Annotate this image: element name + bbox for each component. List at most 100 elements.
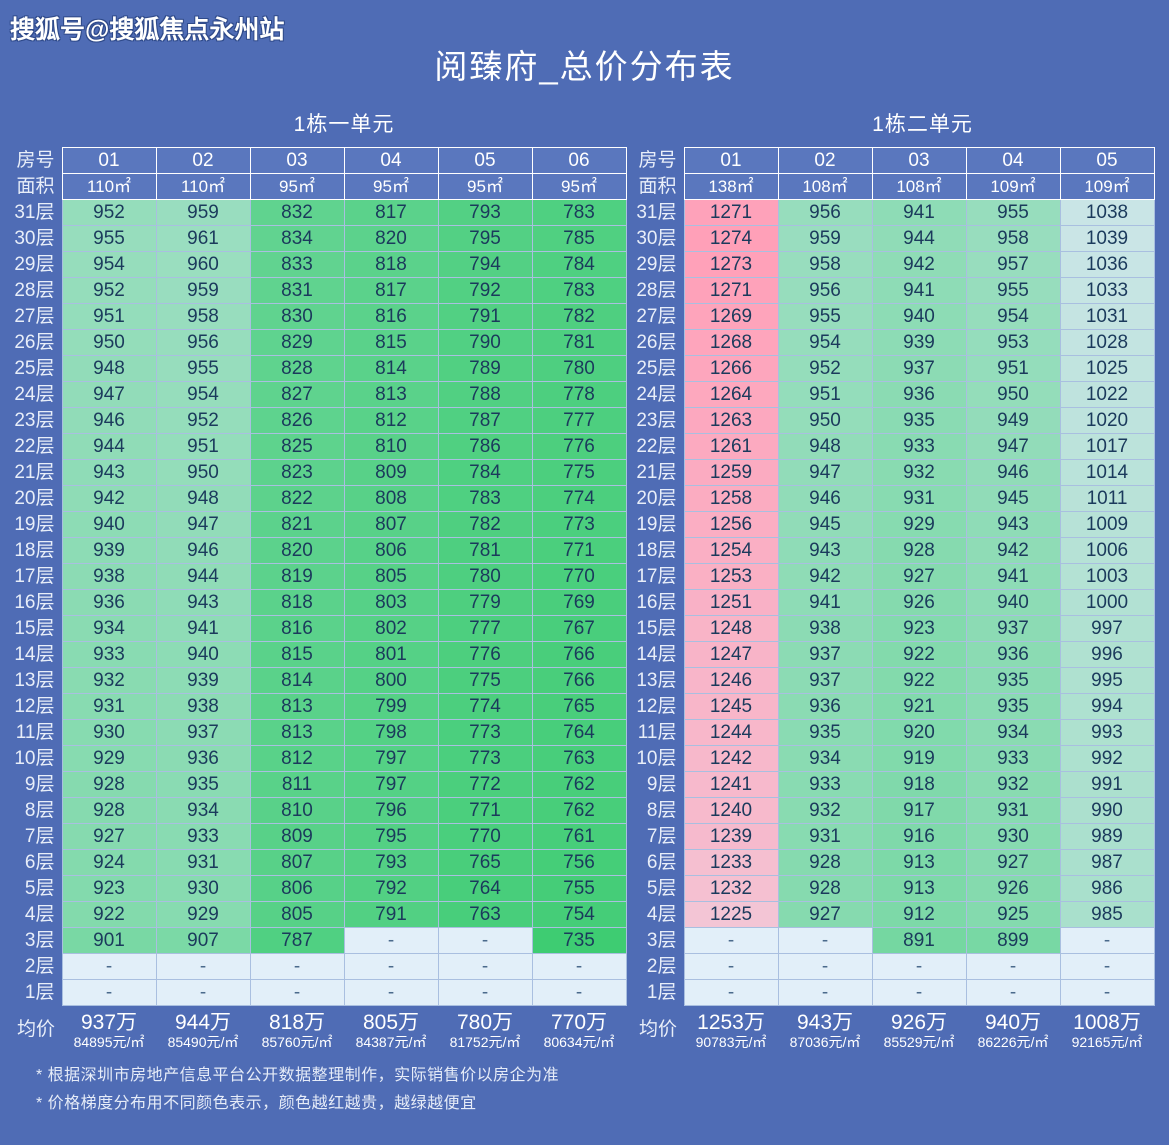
price-cell[interactable]: 921 — [871, 693, 967, 720]
price-cell[interactable]: 1261 — [683, 433, 779, 460]
price-cell[interactable]: 1244 — [683, 719, 779, 746]
price-cell[interactable]: 1006 — [1059, 537, 1155, 564]
price-cell[interactable]: 958 — [155, 303, 251, 330]
price-cell[interactable]: 805 — [343, 563, 439, 590]
price-cell[interactable]: 912 — [871, 901, 967, 928]
price-cell[interactable]: 938 — [61, 563, 157, 590]
price-cell[interactable]: 764 — [531, 719, 627, 746]
price-cell[interactable]: 1031 — [1059, 303, 1155, 330]
price-cell[interactable]: 1271 — [683, 199, 779, 226]
price-cell[interactable]: 782 — [437, 511, 533, 538]
price-cell[interactable]: 942 — [965, 537, 1061, 564]
price-cell[interactable]: 775 — [437, 667, 533, 694]
price-cell[interactable]: 1245 — [683, 693, 779, 720]
price-cell[interactable]: 831 — [249, 277, 345, 304]
price-cell[interactable]: 777 — [437, 615, 533, 642]
price-cell[interactable]: 951 — [61, 303, 157, 330]
price-cell[interactable]: 794 — [437, 251, 533, 278]
price-cell[interactable]: 790 — [437, 329, 533, 356]
price-cell[interactable]: 940 — [965, 589, 1061, 616]
price-cell[interactable]: 928 — [61, 771, 157, 798]
price-cell[interactable]: 949 — [965, 407, 1061, 434]
price-cell[interactable]: 1274 — [683, 225, 779, 252]
price-cell[interactable]: 931 — [61, 693, 157, 720]
price-cell[interactable]: 956 — [777, 277, 873, 304]
price-cell[interactable]: 813 — [249, 693, 345, 720]
price-cell[interactable]: 943 — [777, 537, 873, 564]
price-cell[interactable]: 955 — [777, 303, 873, 330]
price-cell[interactable]: 1251 — [683, 589, 779, 616]
price-cell[interactable]: 817 — [343, 199, 439, 226]
price-cell[interactable]: 937 — [965, 615, 1061, 642]
price-cell[interactable]: 934 — [155, 797, 251, 824]
price-cell[interactable]: 771 — [437, 797, 533, 824]
price-cell[interactable]: 942 — [61, 485, 157, 512]
price-cell[interactable]: 934 — [965, 719, 1061, 746]
price-cell[interactable]: 1263 — [683, 407, 779, 434]
price-cell[interactable]: 901 — [61, 927, 157, 954]
price-cell[interactable]: 805 — [249, 901, 345, 928]
price-cell[interactable]: 820 — [249, 537, 345, 564]
price-cell[interactable]: 778 — [531, 381, 627, 408]
price-cell[interactable]: 960 — [155, 251, 251, 278]
price-cell[interactable]: 952 — [777, 355, 873, 382]
price-cell[interactable]: 828 — [249, 355, 345, 382]
price-cell[interactable]: 935 — [965, 693, 1061, 720]
price-cell[interactable]: 773 — [531, 511, 627, 538]
price-cell[interactable]: 935 — [155, 771, 251, 798]
price-cell[interactable]: 827 — [249, 381, 345, 408]
price-cell[interactable]: - — [155, 979, 251, 1006]
price-cell[interactable]: 810 — [249, 797, 345, 824]
price-cell[interactable]: 1239 — [683, 823, 779, 850]
price-cell[interactable]: 1025 — [1059, 355, 1155, 382]
price-cell[interactable]: 989 — [1059, 823, 1155, 850]
price-cell[interactable]: 927 — [871, 563, 967, 590]
price-cell[interactable]: 792 — [437, 277, 533, 304]
price-cell[interactable]: 933 — [155, 823, 251, 850]
price-cell[interactable]: 938 — [777, 615, 873, 642]
price-cell[interactable]: 913 — [871, 875, 967, 902]
price-cell[interactable]: 783 — [531, 277, 627, 304]
price-cell[interactable]: 927 — [777, 901, 873, 928]
price-cell[interactable]: 1038 — [1059, 199, 1155, 226]
price-cell[interactable]: 939 — [155, 667, 251, 694]
price-cell[interactable]: 945 — [965, 485, 1061, 512]
price-cell[interactable]: 937 — [777, 641, 873, 668]
price-cell[interactable]: - — [1059, 979, 1155, 1006]
price-cell[interactable]: 795 — [343, 823, 439, 850]
price-cell[interactable]: 787 — [249, 927, 345, 954]
price-cell[interactable]: 770 — [437, 823, 533, 850]
price-cell[interactable]: 935 — [965, 667, 1061, 694]
price-cell[interactable]: 926 — [871, 589, 967, 616]
price-cell[interactable]: 948 — [777, 433, 873, 460]
price-cell[interactable]: 788 — [437, 381, 533, 408]
price-cell[interactable]: 946 — [777, 485, 873, 512]
price-cell[interactable]: 929 — [61, 745, 157, 772]
price-cell[interactable]: - — [871, 979, 967, 1006]
price-cell[interactable]: 933 — [871, 433, 967, 460]
price-cell[interactable]: 922 — [871, 667, 967, 694]
price-cell[interactable]: 1269 — [683, 303, 779, 330]
price-cell[interactable]: 942 — [871, 251, 967, 278]
price-cell[interactable]: 926 — [965, 875, 1061, 902]
price-cell[interactable]: 925 — [965, 901, 1061, 928]
price-cell[interactable]: 1014 — [1059, 459, 1155, 486]
price-cell[interactable]: 952 — [155, 407, 251, 434]
price-cell[interactable]: 807 — [249, 849, 345, 876]
price-cell[interactable]: 941 — [965, 563, 1061, 590]
price-cell[interactable]: 781 — [531, 329, 627, 356]
price-cell[interactable]: 825 — [249, 433, 345, 460]
price-cell[interactable]: 1232 — [683, 875, 779, 902]
price-cell[interactable]: 771 — [531, 537, 627, 564]
price-cell[interactable]: 787 — [437, 407, 533, 434]
price-cell[interactable]: 950 — [777, 407, 873, 434]
price-cell[interactable]: 927 — [61, 823, 157, 850]
price-cell[interactable]: 822 — [249, 485, 345, 512]
price-cell[interactable]: 943 — [155, 589, 251, 616]
price-cell[interactable]: - — [777, 953, 873, 980]
price-cell[interactable]: 961 — [155, 225, 251, 252]
price-cell[interactable]: 802 — [343, 615, 439, 642]
price-cell[interactable]: 941 — [871, 199, 967, 226]
price-cell[interactable]: 780 — [437, 563, 533, 590]
price-cell[interactable]: 945 — [777, 511, 873, 538]
